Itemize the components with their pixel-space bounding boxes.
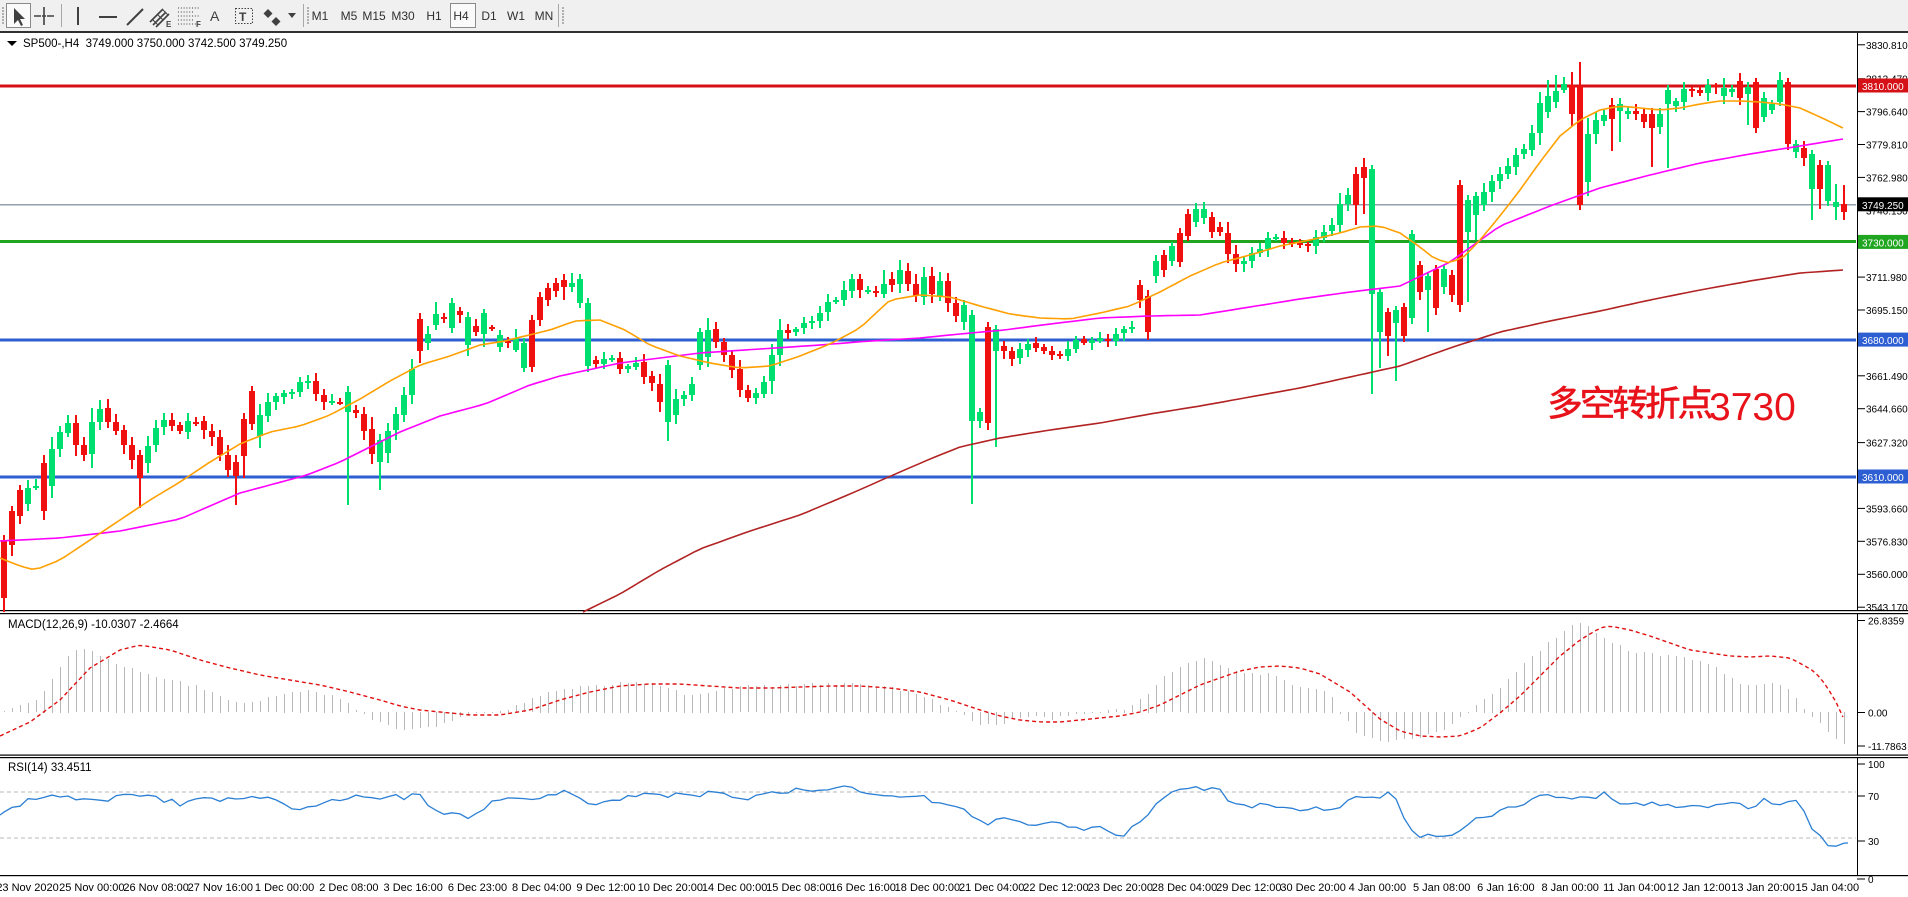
svg-text:MACD(12,26,9) -10.0307 -2.4664: MACD(12,26,9) -10.0307 -2.4664 [8,619,179,631]
svg-text:70: 70 [1868,792,1880,803]
svg-text:E: E [166,20,172,29]
svg-text:H1: H1 [426,9,442,23]
svg-text:T: T [239,10,247,24]
svg-text:8 Dec 04:00: 8 Dec 04:00 [512,882,571,894]
svg-text:0.00: 0.00 [1868,709,1888,720]
svg-text:29 Dec 12:00: 29 Dec 12:00 [1216,882,1281,894]
svg-text:3779.810: 3779.810 [1866,141,1908,152]
svg-text:3749.250: 3749.250 [1862,201,1904,212]
svg-text:2 Dec 08:00: 2 Dec 08:00 [319,882,378,894]
svg-text:26.8359: 26.8359 [1868,617,1905,628]
svg-text:3644.660: 3644.660 [1866,405,1908,416]
svg-text:W1: W1 [507,9,525,23]
svg-text:M1: M1 [312,9,329,23]
svg-text:3746.150: 3746.150 [1866,206,1908,217]
svg-text:11 Jan 04:00: 11 Jan 04:00 [1603,882,1666,894]
svg-text:M5: M5 [341,9,358,23]
svg-text:3711.980: 3711.980 [1866,273,1907,284]
svg-text:MN: MN [535,9,554,23]
svg-text:3680.000: 3680.000 [1862,336,1904,347]
svg-text:6 Dec 23:00: 6 Dec 23:00 [448,882,507,894]
svg-text:6 Jan 16:00: 6 Jan 16:00 [1477,882,1535,894]
svg-text:3543.170: 3543.170 [1866,603,1908,614]
svg-text:12 Jan 12:00: 12 Jan 12:00 [1667,882,1731,894]
svg-text:-11.7863: -11.7863 [1868,742,1907,753]
svg-text:27 Nov 16:00: 27 Nov 16:00 [188,882,253,894]
svg-text:3695.150: 3695.150 [1866,306,1908,317]
svg-text:30: 30 [1868,837,1880,848]
svg-text:3796.640: 3796.640 [1866,108,1908,119]
svg-text:23 Dec 20:00: 23 Dec 20:00 [1088,882,1153,894]
svg-text:22 Dec 12:00: 22 Dec 12:00 [1023,882,1088,894]
svg-text:21 Dec 04:00: 21 Dec 04:00 [959,882,1024,894]
svg-text:3593.660: 3593.660 [1866,504,1908,515]
svg-text:26 Nov 08:00: 26 Nov 08:00 [123,882,188,894]
svg-text:4 Jan 00:00: 4 Jan 00:00 [1349,882,1407,894]
svg-text:30 Dec 20:00: 30 Dec 20:00 [1280,882,1345,894]
svg-text:M15: M15 [362,9,386,23]
svg-text:10 Dec 20:00: 10 Dec 20:00 [638,882,703,894]
svg-text:3560.000: 3560.000 [1866,570,1908,581]
svg-text:F: F [196,20,201,29]
svg-text:3661.490: 3661.490 [1866,372,1908,383]
svg-text:H4: H4 [453,9,469,23]
svg-text:25 Nov 00:00: 25 Nov 00:00 [59,882,124,894]
svg-text:9 Dec 12:00: 9 Dec 12:00 [576,882,635,894]
svg-text:23 Nov 2020: 23 Nov 2020 [0,882,59,894]
svg-text:1 Dec 00:00: 1 Dec 00:00 [255,882,314,894]
svg-text:3730: 3730 [1709,386,1796,429]
svg-text:M30: M30 [391,9,415,23]
svg-text:16 Dec 16:00: 16 Dec 16:00 [830,882,895,894]
svg-text:3610.000: 3610.000 [1862,473,1904,484]
svg-text:18 Dec 00:00: 18 Dec 00:00 [895,882,960,894]
svg-text:3830.810: 3830.810 [1866,41,1908,52]
svg-text:3576.830: 3576.830 [1866,537,1908,548]
svg-text:3627.320: 3627.320 [1866,439,1908,450]
svg-text:A: A [210,8,220,24]
svg-text:13 Jan 20:00: 13 Jan 20:00 [1731,882,1795,894]
svg-text:3762.980: 3762.980 [1866,173,1908,184]
svg-text:15 Jan 04:00: 15 Jan 04:00 [1795,882,1859,894]
svg-text:D1: D1 [481,9,497,23]
svg-text:3810.000: 3810.000 [1862,82,1904,93]
svg-text:15 Dec 08:00: 15 Dec 08:00 [766,882,831,894]
svg-text:14 Dec 00:00: 14 Dec 00:00 [702,882,767,894]
svg-text:3 Dec 16:00: 3 Dec 16:00 [384,882,443,894]
svg-text:100: 100 [1868,760,1885,771]
svg-text:5 Jan 08:00: 5 Jan 08:00 [1413,882,1471,894]
svg-text:0: 0 [1868,875,1874,886]
svg-text:RSI(14) 33.4511: RSI(14) 33.4511 [8,762,92,774]
svg-text:8 Jan 00:00: 8 Jan 00:00 [1541,882,1599,894]
svg-text:SP500-,H4 3749.000 3750.000 3: SP500-,H4 3749.000 3750.000 3742.500 374… [23,38,287,50]
svg-text:28 Dec 04:00: 28 Dec 04:00 [1152,882,1217,894]
svg-text:3730.000: 3730.000 [1862,238,1904,249]
